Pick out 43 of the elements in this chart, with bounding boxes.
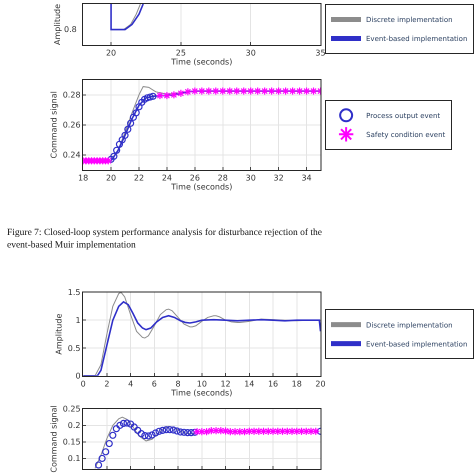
y-tick-label: 0.26 xyxy=(62,120,81,130)
x-tick-label: 28 xyxy=(218,173,228,182)
y-axis-title: Command signal xyxy=(49,91,58,158)
x-axis-title: Time (seconds) xyxy=(170,58,232,67)
x-tick-label: 6 xyxy=(152,379,157,388)
x-tick-label: 32 xyxy=(274,173,284,182)
x-tick-label: 12 xyxy=(220,379,231,388)
y-tick-label: 0.24 xyxy=(62,150,81,160)
x-tick-label: 16 xyxy=(268,379,278,388)
x-tick-label: 18 xyxy=(78,173,88,182)
x-tick-label: 30 xyxy=(246,173,256,182)
y-axis-title: Command signal xyxy=(49,405,58,473)
x-tick-label: 4 xyxy=(128,379,134,388)
x-tick-label: 22 xyxy=(134,173,144,182)
x-tick-label: 20 xyxy=(315,379,326,388)
y-tick-label: 0 xyxy=(75,372,81,381)
x-axis-title: Time (seconds) xyxy=(170,182,232,192)
x-tick-label: 34 xyxy=(301,173,312,182)
y-tick-label: 0.5 xyxy=(68,344,81,353)
x-tick-label: 20 xyxy=(106,173,116,182)
y-tick-label: 1.5 xyxy=(68,288,81,298)
x-tick-label: 2 xyxy=(104,379,110,388)
y-tick-label: 0.2 xyxy=(68,421,81,430)
x-axis-title: Time (seconds) xyxy=(170,388,232,398)
x-tick-label: 20 xyxy=(106,48,116,58)
caption: Figure 7: Closed-loop system performance analysis for disturbance rejection of the event-based Muir implementation xyxy=(7,228,322,250)
y-tick-label: 0.28 xyxy=(62,90,81,100)
y-tick-label: 0.15 xyxy=(62,438,81,447)
y-axis-title: Amplitude xyxy=(53,4,62,45)
y-tick-label: 0.1 xyxy=(68,454,81,464)
x-tick-label: 26 xyxy=(190,173,200,182)
x-tick-label: 25 xyxy=(176,48,186,58)
y-tick-label: 1 xyxy=(75,316,81,326)
y-axis-title: Amplitude xyxy=(54,314,64,355)
x-tick-label: 14 xyxy=(244,379,254,388)
x-tick-label: 35 xyxy=(315,48,326,58)
text: 0.8 xyxy=(64,25,77,34)
y-tick-label: 0.25 xyxy=(62,404,81,414)
x-tick-label: 24 xyxy=(162,173,172,182)
x-tick-label: 10 xyxy=(196,379,207,388)
x-tick-label: 18 xyxy=(292,379,302,388)
x-tick-label: 30 xyxy=(246,48,256,58)
x-tick-label: 8 xyxy=(176,379,181,388)
